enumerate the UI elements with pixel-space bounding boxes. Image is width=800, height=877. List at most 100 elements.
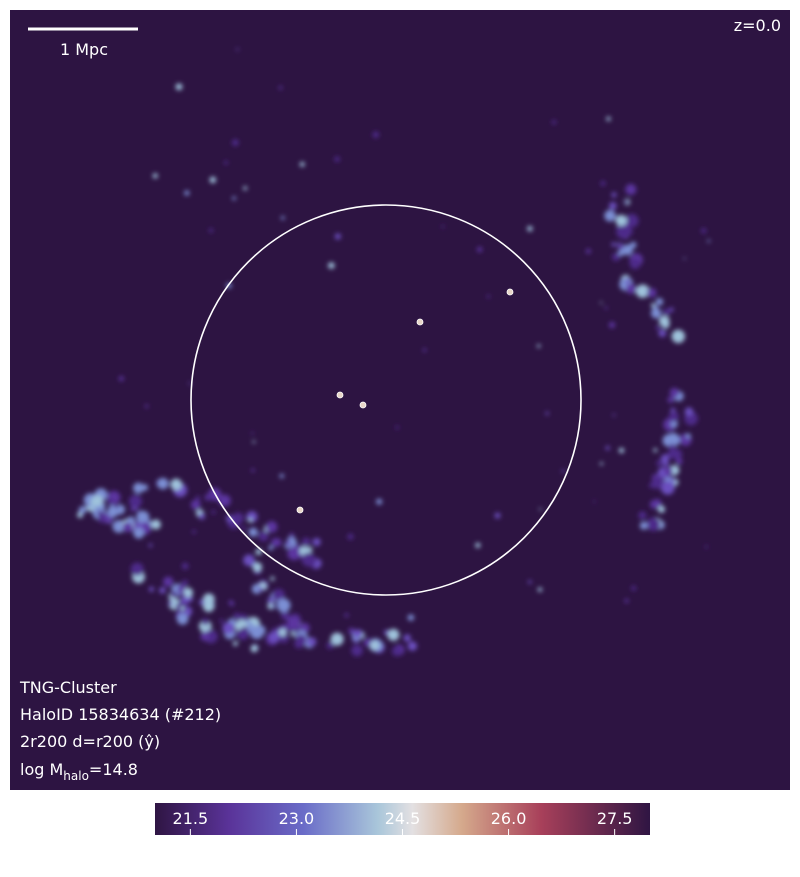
bright-source: [359, 401, 367, 409]
emission-blob: [152, 173, 158, 179]
emission-blob: [241, 526, 246, 531]
emission-blob: [200, 631, 210, 641]
label-part: kpc: [470, 845, 503, 864]
emission-blob: [91, 494, 104, 507]
emission-blob: [650, 302, 656, 308]
emission-blob: [347, 533, 354, 540]
emission-blob: [307, 637, 317, 647]
info-line: TNG-Cluster: [19, 678, 117, 697]
emission-blob: [232, 512, 244, 524]
emission-blob: [539, 508, 542, 511]
emission-blob: [118, 376, 124, 382]
emission-blob: [625, 283, 637, 295]
emission-blob: [403, 634, 411, 642]
emission-blob: [376, 498, 383, 505]
emission-blob: [251, 432, 254, 435]
emission-blob: [391, 646, 402, 657]
emission-blob: [604, 209, 616, 222]
emission-blob: [334, 233, 341, 240]
emission-blob: [170, 591, 178, 598]
emission-blob: [78, 506, 87, 514]
emission-blob: [353, 629, 363, 639]
emission-blob: [648, 483, 654, 488]
emission-blob: [219, 618, 224, 624]
emission-blob: [136, 510, 150, 524]
emission-blob: [658, 315, 670, 327]
emission-blob: [631, 585, 637, 591]
emission-blob: [271, 538, 280, 547]
emission-blob: [295, 634, 307, 646]
emission-blob: [616, 242, 624, 250]
emission-blob: [170, 478, 183, 491]
emission-blob: [668, 411, 679, 422]
emission-blob: [545, 411, 549, 416]
emission-blob: [201, 618, 209, 626]
r200-circle: [190, 204, 582, 596]
emission-blob: [344, 613, 349, 618]
emission-blob: [188, 382, 192, 385]
emission-blob: [207, 494, 213, 500]
emission-blob: [650, 308, 662, 319]
emission-blob: [248, 527, 258, 537]
redshift: z=0.0: [734, 16, 781, 35]
emission-blob: [258, 586, 263, 592]
emission-blob: [272, 588, 285, 602]
emission: [77, 48, 711, 657]
emission-blob: [268, 545, 274, 551]
emission-blob: [606, 116, 611, 122]
emission-blob: [285, 540, 291, 546]
emission-blob: [107, 506, 119, 518]
bright-source: [296, 506, 304, 514]
emission-blob: [604, 306, 608, 310]
emission-blob: [228, 600, 234, 605]
emission-blob: [407, 614, 415, 621]
emission-blob: [148, 586, 155, 592]
emission-blob: [701, 228, 707, 234]
emission-blob: [175, 83, 183, 91]
emission-blob: [141, 484, 149, 491]
emission-blob: [250, 644, 258, 653]
emission-blob: [276, 598, 291, 613]
emission-blob: [351, 644, 363, 657]
scale-label: 1 Mpc: [60, 40, 108, 59]
emission-blob: [660, 454, 670, 463]
emission-blob: [144, 404, 149, 408]
emission-blob: [168, 601, 173, 606]
emission-blob: [667, 396, 674, 403]
mass-sub: halo: [63, 769, 89, 783]
emission-blob: [328, 262, 335, 269]
emission-blob: [159, 587, 166, 594]
emission-blob: [477, 246, 483, 253]
colorbar-tick-label: 23.0: [279, 809, 315, 828]
emission-blob: [184, 597, 190, 604]
emission-blob: [157, 477, 169, 490]
emission-blob: [605, 445, 610, 451]
emission-blob: [624, 598, 629, 603]
emission-blob: [290, 631, 296, 637]
emission-blob: [675, 458, 683, 465]
emission-blob: [629, 258, 641, 270]
colorbar-label: log S1.4 GHz [erg s−1 Hz−1 kpc−2]: [278, 844, 526, 867]
colorbar-tick-label: 27.5: [597, 809, 633, 828]
emission-blob: [181, 579, 189, 586]
colorbar-tick-label: 24.5: [385, 809, 421, 828]
emission-blob: [670, 407, 676, 413]
emission-blob: [585, 248, 591, 254]
emission-blob: [270, 576, 275, 581]
emission-blob: [282, 623, 288, 629]
emission-blob: [486, 294, 490, 298]
emission-blob: [407, 641, 418, 651]
emission-blob: [128, 494, 142, 508]
emission-blob: [615, 214, 627, 227]
emission-blob: [233, 612, 240, 620]
emission-blob: [608, 321, 616, 329]
label-part: Hz: [428, 845, 454, 864]
info-line: HaloID 15834634 (#212): [20, 705, 221, 724]
emission-blob: [561, 469, 565, 473]
emission-blob: [122, 521, 133, 533]
emission-blob: [301, 537, 311, 547]
label-part: ]: [520, 845, 526, 864]
emission-blob: [255, 548, 262, 556]
emission-blob: [668, 443, 676, 451]
